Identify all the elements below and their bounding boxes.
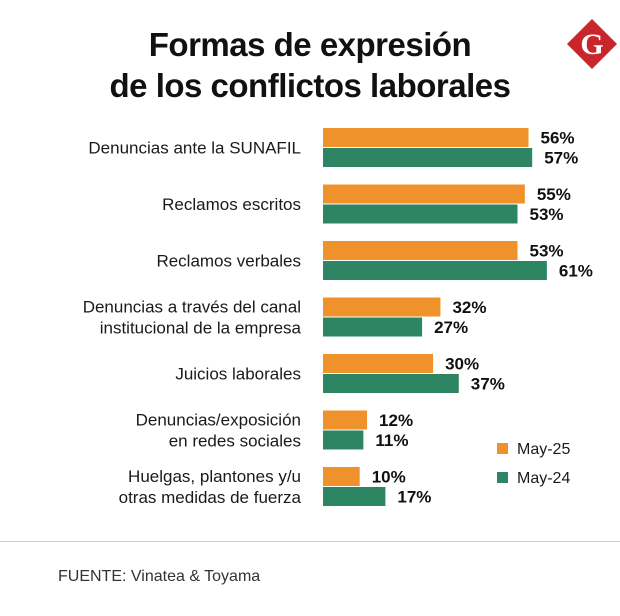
logo-letter: G (580, 28, 603, 61)
brand-logo-icon: G (567, 19, 617, 69)
data-label: 61% (559, 262, 593, 281)
bar-may-24 (323, 317, 423, 337)
data-label: 11% (375, 431, 408, 450)
data-label: 53% (530, 205, 564, 224)
legend-swatch (497, 443, 508, 454)
category-label: Huelgas, plantones y/u (128, 467, 301, 486)
bar-may-24 (323, 148, 533, 167)
bar-may-25 (323, 354, 434, 373)
bar-may-25 (323, 128, 529, 147)
bar-may-25 (323, 297, 441, 317)
bar-chart: Denuncias ante la SUNAFIL 56%57% Reclamos … (83, 128, 593, 507)
bar-may-24 (323, 430, 364, 450)
title-line-1: Formas de expresión (148, 26, 472, 63)
category-label: otras medidas de fuerza (119, 488, 302, 507)
data-label: 53% (530, 242, 564, 261)
data-label: 27% (434, 318, 468, 337)
category-label: Denuncias a través del canal (83, 298, 301, 317)
data-label: 10% (372, 468, 406, 487)
legend-label: May-24 (517, 470, 570, 487)
bar-may-24 (323, 487, 386, 506)
category-label: Denuncias/exposición (136, 411, 301, 430)
bar-may-24 (323, 374, 459, 393)
legend-label: May-25 (517, 441, 570, 458)
bar-may-24 (323, 204, 518, 224)
data-label: 57% (544, 149, 578, 168)
data-label: 55% (537, 185, 571, 204)
bar-may-24 (323, 261, 547, 280)
category-label: Reclamos escritos (162, 195, 301, 214)
data-label: 37% (471, 375, 505, 394)
category-label: Juicios laborales (175, 365, 301, 384)
category-label: Denuncias ante la SUNAFIL (88, 139, 301, 158)
category-label: institucional de la empresa (100, 319, 302, 338)
data-label: 56% (541, 129, 575, 148)
bar-may-25 (323, 241, 518, 260)
bar-may-25 (323, 184, 525, 204)
data-label: 17% (397, 488, 431, 507)
legend-swatch (497, 472, 508, 483)
chart-title: Formas de expresión de los conflictos la… (0, 24, 620, 106)
category-label: Reclamos verbales (156, 252, 301, 271)
source-note: FUENTE: Vinatea & Toyama (58, 568, 261, 585)
bar-may-25 (323, 467, 360, 486)
category-label: en redes sociales (169, 432, 301, 451)
data-label: 30% (445, 355, 479, 374)
data-label: 12% (379, 411, 413, 430)
bar-may-25 (323, 410, 368, 430)
footer-divider (0, 541, 620, 542)
data-label: 32% (452, 298, 486, 317)
title-line-2: de los conflictos laborales (109, 67, 511, 104)
